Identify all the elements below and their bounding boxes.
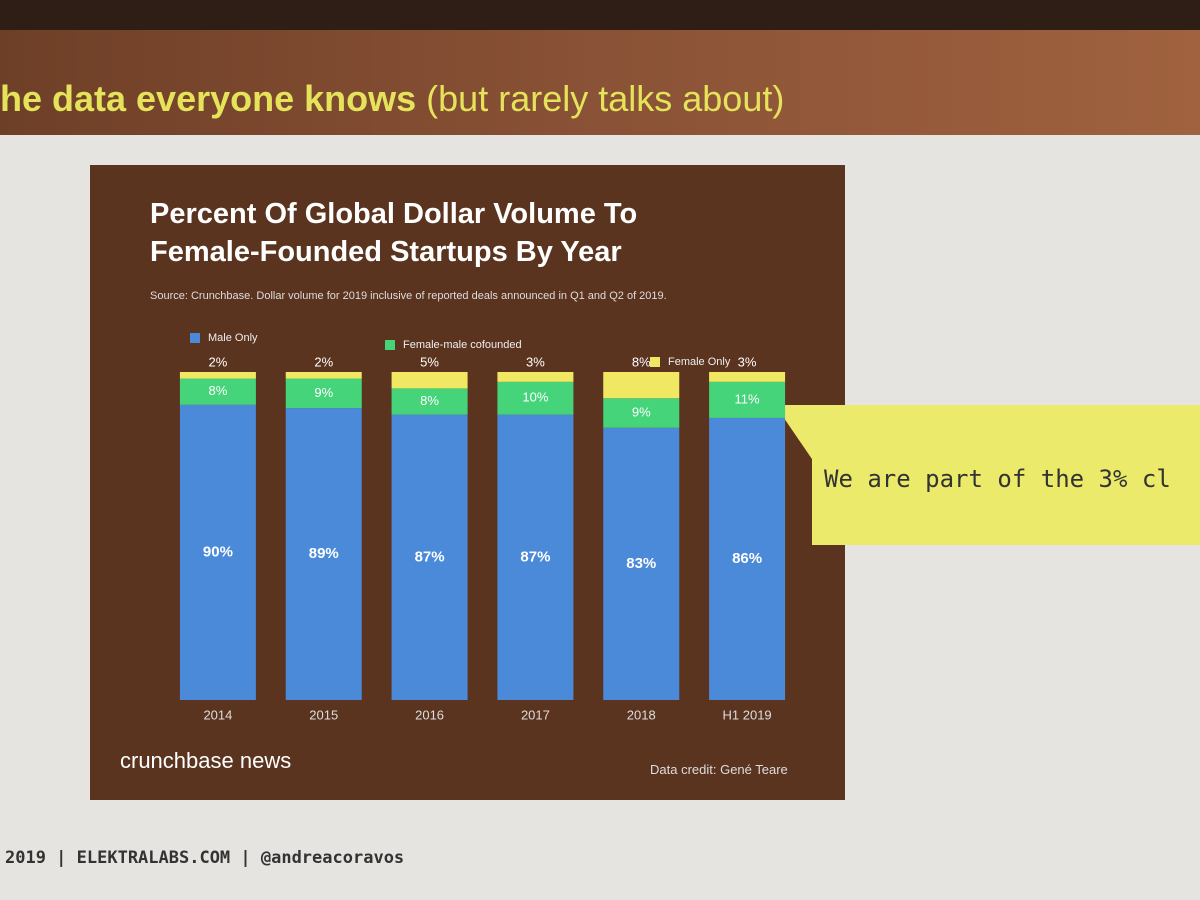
bar-segment xyxy=(179,372,256,379)
value-label: 8% xyxy=(632,354,651,369)
slide-title-rest: (but rarely talks about) xyxy=(416,78,785,119)
bar-segment xyxy=(603,427,680,700)
bar-segment xyxy=(709,372,786,382)
x-tick-label: 2015 xyxy=(309,707,338,722)
chart-title: Percent Of Global Dollar Volume To Femal… xyxy=(150,198,638,268)
bar-segment xyxy=(179,404,256,700)
bar-segment xyxy=(391,372,468,389)
value-label: 9% xyxy=(314,385,333,400)
x-tick-label: 2016 xyxy=(415,707,444,722)
bar-segment xyxy=(497,381,574,415)
slide-title-bold: he data everyone knows xyxy=(0,78,417,119)
value-label: 9% xyxy=(632,404,651,419)
callout-text: We are part of the 3% cl xyxy=(824,465,1171,493)
bar-segment xyxy=(285,378,362,409)
x-tick-label: 2014 xyxy=(203,707,232,722)
title-band xyxy=(0,30,1200,135)
legend-label: Female-male cofounded xyxy=(403,339,522,351)
value-label: 11% xyxy=(735,391,760,406)
legend-label: Male Only xyxy=(208,332,258,344)
value-label: 87% xyxy=(520,548,550,565)
bar-segment xyxy=(285,408,362,700)
footer: 2019 | ELEKTRALABS.COM | @andreacoravos xyxy=(5,848,405,868)
bar-segment xyxy=(179,378,256,405)
legend-label: Female Only xyxy=(668,356,731,368)
bar-segment xyxy=(391,414,468,700)
chart-subtitle: Source: Crunchbase. Dollar volume for 20… xyxy=(150,290,667,302)
legend-swatch xyxy=(190,333,200,343)
bar-segment xyxy=(497,372,574,382)
value-label: 8% xyxy=(209,383,228,398)
value-label: 90% xyxy=(203,543,233,560)
value-label: 5% xyxy=(420,354,439,369)
value-label: 2% xyxy=(314,354,333,369)
value-label: 89% xyxy=(309,545,339,562)
value-label: 2% xyxy=(209,354,228,369)
credit: Data credit: Gené Teare xyxy=(650,762,788,777)
value-label: 83% xyxy=(626,555,656,572)
value-label: 86% xyxy=(732,550,762,567)
bar-segment xyxy=(391,388,468,415)
slide-title: he data everyone knows (but rarely talks… xyxy=(0,78,784,120)
brand: crunchbase news xyxy=(120,748,292,773)
value-label: 87% xyxy=(415,548,445,565)
legend-swatch xyxy=(385,340,395,350)
value-label: 3% xyxy=(526,354,545,369)
bar-segment xyxy=(603,372,680,399)
x-tick-label: 2018 xyxy=(627,707,656,722)
bar-segment xyxy=(709,381,786,418)
x-tick-label: H1 2019 xyxy=(723,707,772,722)
bar-segment xyxy=(603,398,680,428)
value-label: 10% xyxy=(522,390,548,405)
bar-segment xyxy=(497,414,574,700)
x-tick-label: 2017 xyxy=(521,707,550,722)
legend-swatch xyxy=(650,357,660,367)
bar-segment xyxy=(709,417,786,700)
value-label: 3% xyxy=(738,354,757,369)
bar-segment xyxy=(285,372,362,379)
callout: We are part of the 3% cl xyxy=(812,405,1200,545)
value-label: 8% xyxy=(420,393,439,408)
